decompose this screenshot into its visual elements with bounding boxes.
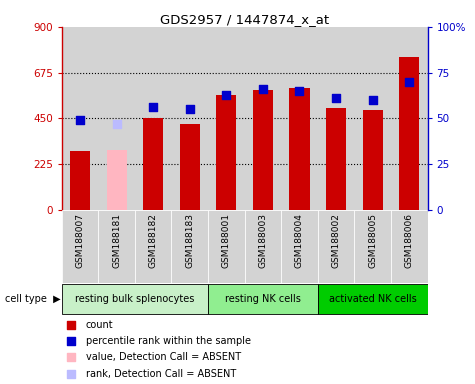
Point xyxy=(324,321,332,327)
Bar xyxy=(106,150,127,210)
Text: GSM188181: GSM188181 xyxy=(112,214,121,268)
Point xyxy=(324,171,332,177)
Bar xyxy=(62,27,98,210)
Bar xyxy=(391,27,428,210)
Bar xyxy=(281,27,318,210)
Bar xyxy=(354,210,391,283)
Bar xyxy=(354,27,391,210)
Bar xyxy=(171,210,208,283)
Bar xyxy=(135,210,171,283)
Text: GSM188007: GSM188007 xyxy=(76,214,85,268)
Bar xyxy=(281,210,318,283)
Point xyxy=(259,86,267,92)
Text: GSM188006: GSM188006 xyxy=(405,214,414,268)
Text: GSM188004: GSM188004 xyxy=(295,214,304,268)
Bar xyxy=(318,27,354,210)
Text: count: count xyxy=(86,319,113,329)
Point xyxy=(295,88,304,94)
Bar xyxy=(245,27,281,210)
Bar xyxy=(98,210,135,283)
Bar xyxy=(143,118,163,210)
Point xyxy=(369,97,377,103)
Bar xyxy=(318,210,354,283)
Bar xyxy=(391,210,428,283)
Bar xyxy=(208,27,245,210)
Bar xyxy=(171,27,208,210)
Bar xyxy=(216,95,237,210)
Text: GSM188183: GSM188183 xyxy=(185,214,194,268)
Text: cell type  ▶: cell type ▶ xyxy=(5,294,60,304)
Bar xyxy=(62,210,98,283)
Bar xyxy=(399,57,419,210)
Text: value, Detection Call = ABSENT: value, Detection Call = ABSENT xyxy=(86,353,241,362)
Text: percentile rank within the sample: percentile rank within the sample xyxy=(86,336,250,346)
Bar xyxy=(318,285,428,314)
Bar xyxy=(98,27,135,210)
Point xyxy=(113,121,121,127)
Point xyxy=(186,106,194,112)
Point xyxy=(405,79,413,85)
Bar xyxy=(208,285,318,314)
Text: GSM188002: GSM188002 xyxy=(332,214,341,268)
Text: GSM188001: GSM188001 xyxy=(222,214,231,268)
Text: resting bulk splenocytes: resting bulk splenocytes xyxy=(75,294,195,304)
Bar xyxy=(326,108,346,210)
Point xyxy=(76,117,84,123)
Bar xyxy=(253,90,273,210)
Bar xyxy=(289,88,310,210)
Point xyxy=(332,95,340,101)
Bar xyxy=(180,124,200,210)
Point xyxy=(149,104,157,111)
Bar xyxy=(362,110,383,210)
Text: GSM188005: GSM188005 xyxy=(368,214,377,268)
Text: rank, Detection Call = ABSENT: rank, Detection Call = ABSENT xyxy=(86,369,236,379)
Text: resting NK cells: resting NK cells xyxy=(225,294,301,304)
Bar xyxy=(245,210,281,283)
Bar xyxy=(62,285,208,314)
Point xyxy=(222,91,230,98)
Text: GSM188003: GSM188003 xyxy=(258,214,267,268)
Point xyxy=(324,22,332,28)
Title: GDS2957 / 1447874_x_at: GDS2957 / 1447874_x_at xyxy=(160,13,329,26)
Text: GSM188182: GSM188182 xyxy=(149,214,158,268)
Bar xyxy=(208,210,245,283)
Text: activated NK cells: activated NK cells xyxy=(329,294,417,304)
Bar xyxy=(135,27,171,210)
Bar xyxy=(70,151,90,210)
